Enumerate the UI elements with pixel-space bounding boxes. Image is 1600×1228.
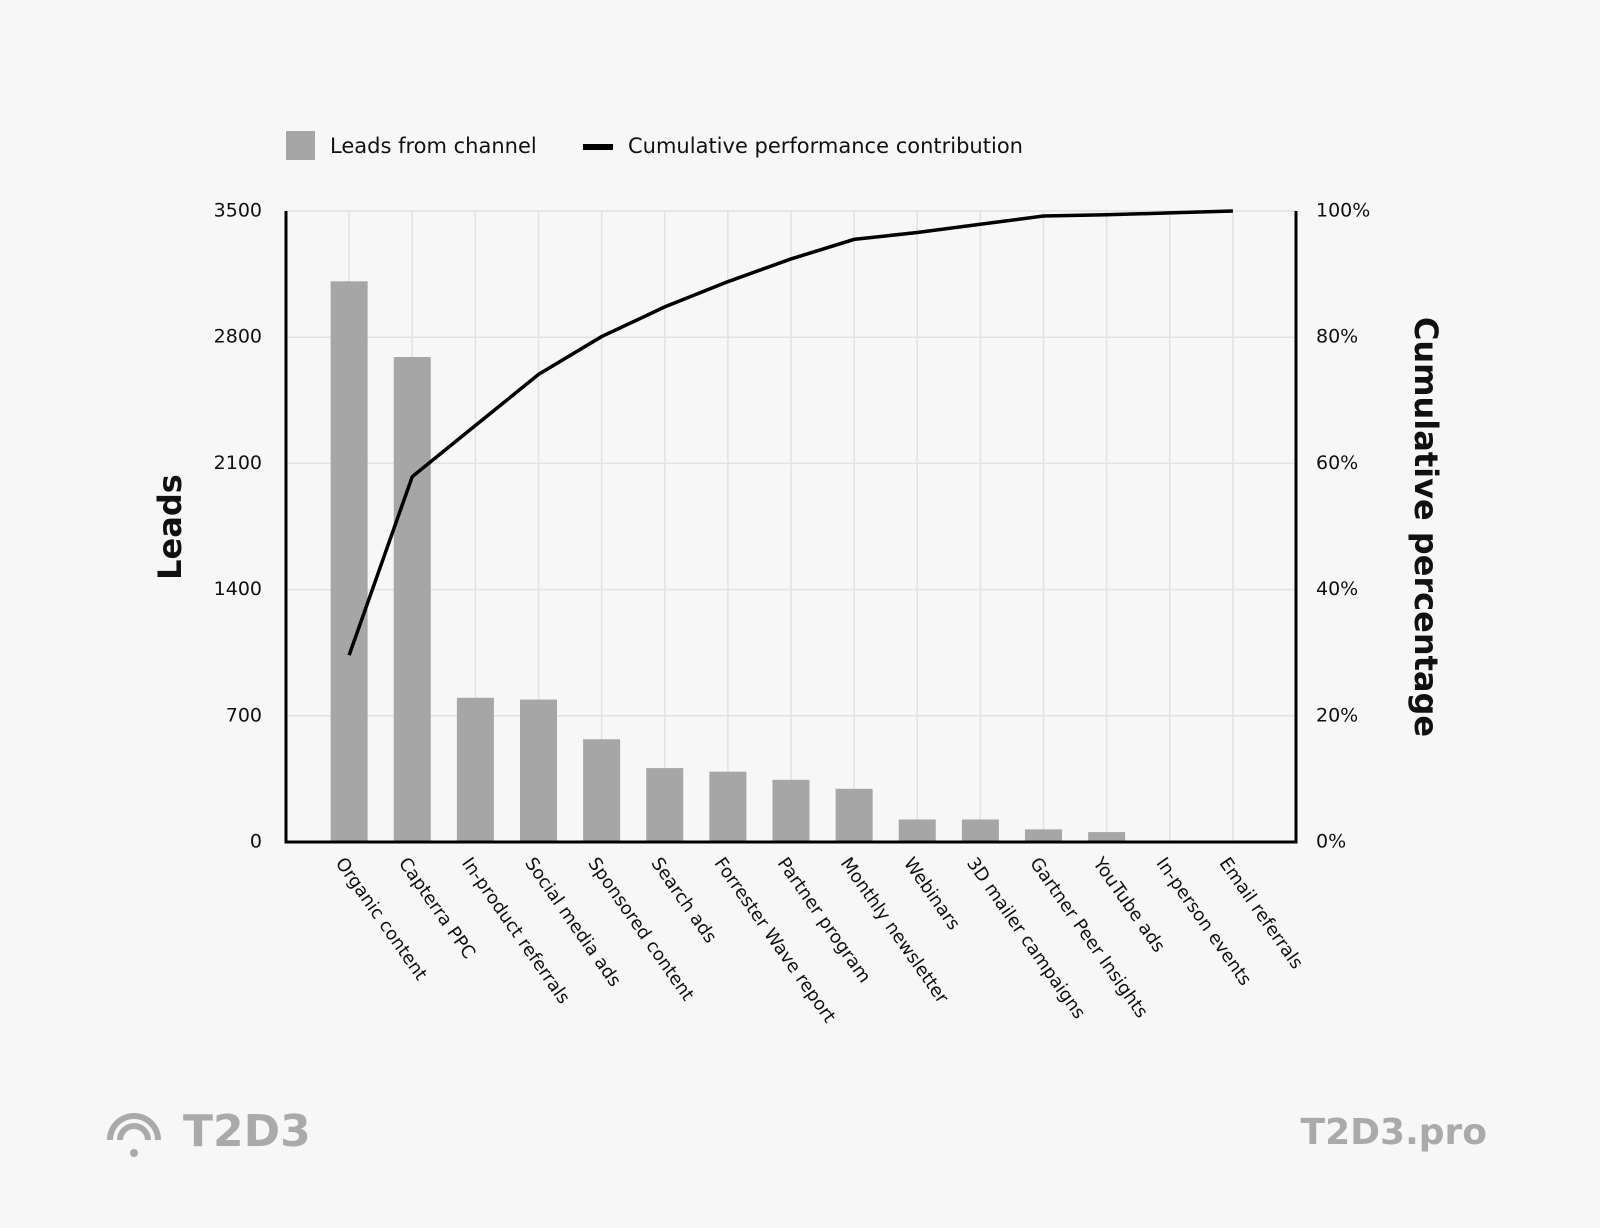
y2-tick-label: 60% [1316,452,1358,474]
y2-tick-label: 20% [1316,704,1358,726]
y-tick-label: 2100 [214,452,262,474]
bar [961,819,999,842]
url: T2D3.pro [1301,1112,1487,1153]
bar [835,788,873,842]
legend-label: Cumulative performance contribution [628,134,1023,158]
y-axis-title: Leads [151,474,189,580]
bar [709,771,747,842]
logo [107,1113,161,1157]
bar [772,779,810,842]
legend-swatch [286,131,315,160]
logo-dot [130,1149,138,1157]
logo-arc [117,1123,151,1141]
y-tick-label: 2800 [214,326,262,348]
bar [583,739,621,842]
bar [1088,832,1126,842]
y2-axis-title: Cumulative percentage [1407,317,1445,737]
y2-tick-label: 100% [1316,200,1370,222]
y-tick-label: 3500 [214,200,262,222]
logo-arc [107,1113,161,1141]
brand: T2D3 [183,1106,311,1157]
bar [646,768,684,842]
cumulative-line [347,209,1233,656]
bar [456,697,494,842]
bar [330,281,368,843]
y-tick-label: 700 [226,704,262,726]
y-tick-label: 0 [250,831,262,853]
legend-label: Leads from channel [330,134,537,158]
bar [898,819,936,842]
bar [520,699,557,842]
y-tick-label: 1400 [214,578,262,600]
y2-tick-label: 0% [1316,831,1346,853]
y2-tick-label: 40% [1316,578,1358,600]
grid [286,210,1296,843]
bar [1025,829,1062,842]
y2-tick-label: 80% [1316,326,1358,348]
bar [393,357,431,842]
